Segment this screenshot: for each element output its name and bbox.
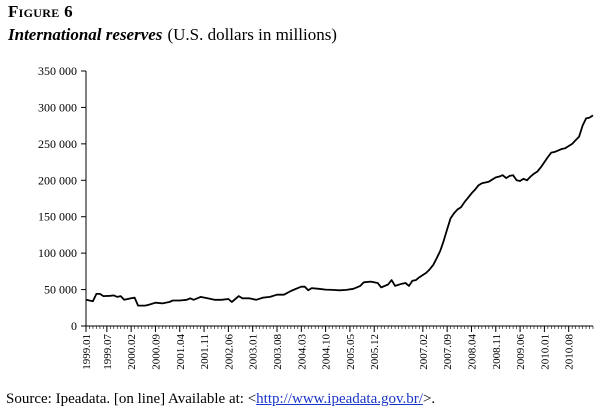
y-tick-label: 200 000: [38, 173, 77, 187]
x-tick-label: 2007.09: [442, 334, 454, 370]
source-prefix: Source: Ipeadata. [on line] Available at…: [6, 391, 257, 407]
x-axis: 1999.01 1999.07 2000.02 2000.09 2001.04 2001.…: [81, 325, 594, 370]
figure-title: International reserves: [8, 25, 163, 44]
figure-title-line: International reserves (U.S. dollars in m…: [8, 25, 337, 45]
x-tick-label: 2003.08: [272, 334, 284, 370]
x-tick-label: 2009.06: [515, 334, 527, 370]
y-tick-label: 150 000: [38, 210, 77, 224]
x-tick-label: 2001.11: [199, 334, 211, 369]
y-tick-label: 0: [71, 319, 77, 333]
x-tick-label: 2005.12: [369, 334, 381, 370]
series-line: [85, 114, 594, 307]
y-tick-label: 300 000: [38, 100, 77, 114]
x-tick-label: 1999.07: [102, 334, 114, 370]
x-tick-label: 2010.08: [564, 334, 576, 370]
x-tick-label: 2000.02: [126, 334, 138, 370]
x-tick-label: 2010.01: [539, 334, 551, 370]
figure-unit: (U.S. dollars in millions): [167, 25, 337, 44]
y-tick-label: 250 000: [38, 137, 77, 151]
x-tick-label: 2005.05: [345, 334, 357, 370]
x-tick-label: 2007.02: [418, 334, 430, 370]
y-tick-label: 100 000: [38, 246, 77, 260]
x-tick-label: 2008.11: [491, 334, 503, 369]
source-note: Source: Ipeadata. [on line] Available at…: [6, 391, 435, 408]
x-tick-label: 2000.09: [150, 334, 162, 370]
x-tick-label: 1999.01: [81, 334, 93, 370]
figure-label: Figure 6: [8, 2, 73, 21]
y-tick-label: 50 000: [44, 283, 77, 297]
y-axis: 0 50 000 100 000 150 000 200 000 250 000 300 0…: [38, 64, 87, 333]
y-tick-label: 350 000: [38, 64, 77, 78]
series-group: [85, 114, 594, 307]
source-link[interactable]: http://www.ipeadata.gov.br/: [256, 391, 423, 407]
x-tick-label: 2002.06: [223, 334, 235, 370]
source-suffix: >.: [422, 391, 436, 407]
x-tick-label: 2001.04: [175, 334, 187, 370]
x-tick-label: 2008.04: [466, 334, 478, 370]
x-tick-label: 2003.01: [248, 334, 260, 370]
x-tick-label: 2004.03: [296, 334, 308, 370]
x-tick-label: 2004.10: [321, 334, 333, 370]
